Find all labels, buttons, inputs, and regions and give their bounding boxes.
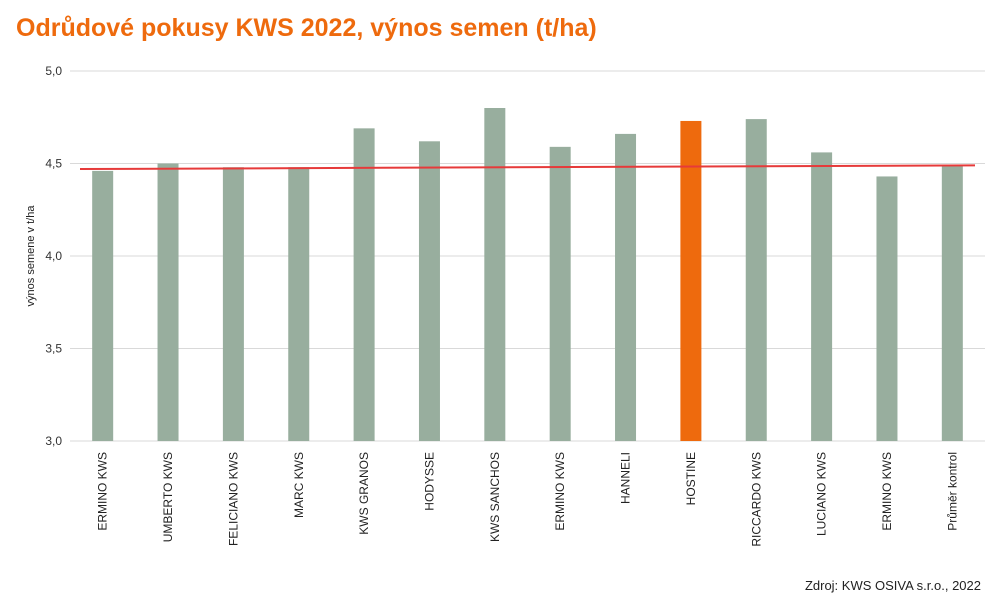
chart-title: Odrůdové pokusy KWS 2022, výnos semen (t… — [16, 14, 597, 42]
x-category-label: KWS SANCHOS — [488, 452, 502, 542]
x-category-label: FELICIANO KWS — [226, 452, 240, 546]
x-category-label: UMBERTO KWS — [161, 452, 175, 542]
bar — [288, 167, 310, 441]
x-category-label: Průměr kontrol — [945, 452, 959, 531]
y-tick-label: 3,5 — [45, 342, 62, 356]
x-category-label: LUCIANO KWS — [815, 452, 829, 536]
bar — [876, 176, 898, 441]
bar — [222, 167, 244, 441]
bar — [157, 163, 179, 441]
x-category-label: RICCARDO KWS — [749, 452, 763, 547]
x-category-label: KWS GRANOS — [357, 452, 371, 535]
x-category-label: HODYSSE — [422, 452, 436, 511]
y-axis-label: výnos semene v t/ha — [25, 205, 37, 307]
bar — [811, 152, 833, 441]
y-tick-label: 4,0 — [45, 249, 62, 263]
y-axis-ticks: 3,0 3,5 4,0 4,5 5,0 — [45, 64, 62, 448]
x-category-label: ERMINO KWS — [553, 452, 567, 531]
source-note: Zdroj: KWS OSIVA s.r.o., 2022 — [804, 578, 981, 593]
y-tick-label: 4,5 — [45, 157, 62, 171]
bar — [615, 133, 637, 441]
bar — [941, 165, 963, 441]
bar — [418, 141, 440, 442]
x-category-label: ERMINO KWS — [96, 452, 110, 531]
x-category-label: ERMINO KWS — [880, 452, 894, 531]
y-tick-label: 3,0 — [45, 434, 62, 448]
x-category-label: HANNELI — [619, 452, 633, 504]
bar — [745, 119, 767, 441]
x-axis-categories: ERMINO KWS UMBERTO KWS FELICIANO KWS MARC K… — [96, 452, 960, 547]
average-line — [79, 164, 976, 171]
bar — [680, 120, 702, 441]
bar — [92, 170, 114, 441]
x-category-label: HOSTINE — [684, 452, 698, 505]
gridlines — [70, 70, 985, 442]
x-category-label: MARC KWS — [292, 452, 306, 518]
bar — [484, 108, 506, 441]
bar — [353, 128, 375, 441]
bars — [92, 108, 963, 442]
bar — [549, 146, 571, 441]
y-tick-label: 5,0 — [45, 64, 62, 78]
